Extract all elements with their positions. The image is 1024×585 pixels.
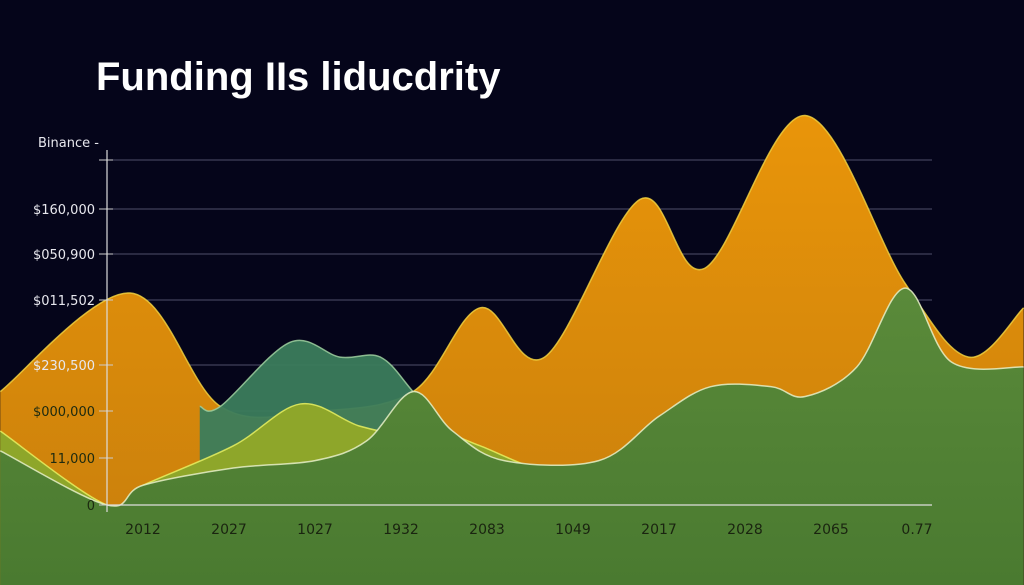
x-tick-label: 2017 [641, 522, 677, 538]
line-green [0, 287, 1024, 507]
y-tick-label: $000,000 [33, 405, 95, 420]
area-green [0, 288, 1024, 585]
y-tick-label: $050,900 [33, 248, 95, 263]
y-tick-label: $160,000 [33, 203, 95, 218]
y-tick-label: $230,500 [33, 359, 95, 374]
x-tick-label: 2027 [211, 522, 247, 538]
y-axis-label: Binance - [38, 136, 99, 151]
line-orange [0, 114, 1024, 419]
x-tick-label: 2083 [469, 522, 505, 538]
x-tick-label: 1027 [297, 522, 333, 538]
x-tick-label: 2012 [125, 522, 161, 538]
y-tick-label: 11,000 [50, 452, 96, 467]
y-tick-label: $011,502 [33, 294, 95, 309]
x-tick-label: 0.77 [901, 522, 932, 538]
y-tick-label: 0 [87, 499, 95, 514]
x-tick-label: 1932 [383, 522, 419, 538]
x-tick-label: 2065 [813, 522, 849, 538]
x-tick-label: 1049 [555, 522, 591, 538]
chart-title: Funding IIs liducdrity [96, 55, 501, 99]
x-tick-label: 2028 [727, 522, 763, 538]
